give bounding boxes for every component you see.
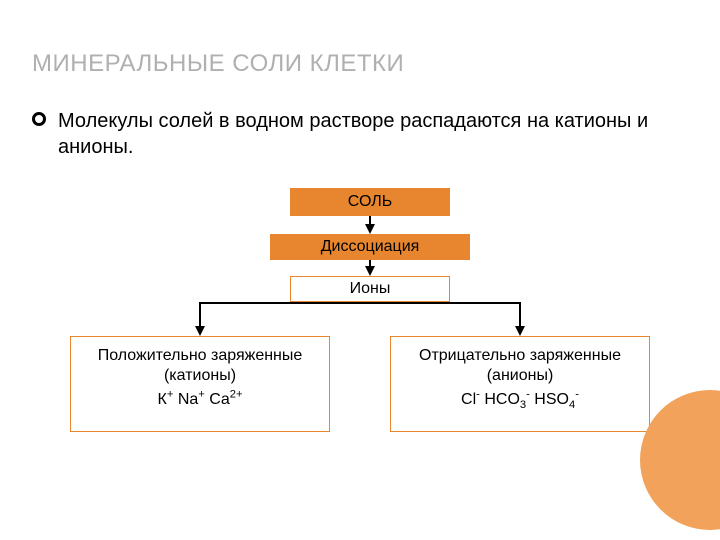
anion-line1: Отрицательно заряженные [399, 347, 641, 365]
anion-line2: (анионы) [399, 367, 641, 385]
cation-box: Положительно заряженные (катионы) К+ Na+… [70, 336, 330, 432]
flow-box-dissociation: Диссоциация [270, 234, 470, 260]
cation-formula: К+ Na+ Ca2+ [79, 391, 321, 409]
bullet-icon [32, 112, 46, 126]
branch-stem-horiz [199, 302, 521, 304]
flow-box-ions: Ионы [290, 276, 450, 302]
cation-line2: (катионы) [79, 367, 321, 385]
arrow-down-left [195, 326, 205, 336]
arrow-down-right [515, 326, 525, 336]
decor-circle [640, 390, 720, 530]
flow-box-salt: СОЛЬ [290, 188, 450, 216]
page-title: МИНЕРАЛЬНЫЕ СОЛИ КЛЕТКИ [32, 50, 404, 78]
arrow-down-1 [365, 224, 375, 234]
bullet-row: Молекулы солей в водном растворе распада… [32, 108, 680, 160]
anion-formula: Cl- HCO3- HSO4- [399, 391, 641, 409]
bullet-text: Молекулы солей в водном растворе распада… [58, 108, 680, 160]
branch-stem-right [519, 302, 521, 328]
arrow-down-2 [365, 266, 375, 276]
anion-box: Отрицательно заряженные (анионы) Cl- HCO… [390, 336, 650, 432]
cation-line1: Положительно заряженные [79, 347, 321, 365]
branch-stem-center [369, 302, 371, 304]
branch-stem-left [199, 302, 201, 328]
